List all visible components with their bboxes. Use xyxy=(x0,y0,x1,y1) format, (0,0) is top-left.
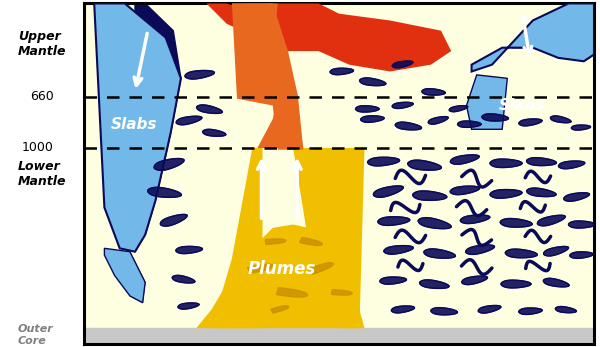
Polygon shape xyxy=(185,70,214,79)
Polygon shape xyxy=(467,75,508,129)
Polygon shape xyxy=(380,277,406,284)
Polygon shape xyxy=(384,246,413,254)
Polygon shape xyxy=(300,238,322,245)
Polygon shape xyxy=(544,278,569,287)
Polygon shape xyxy=(361,116,384,122)
Polygon shape xyxy=(544,246,569,256)
Text: Slabs: Slabs xyxy=(499,98,545,113)
Polygon shape xyxy=(527,158,556,166)
Polygon shape xyxy=(428,117,448,124)
Polygon shape xyxy=(227,3,278,95)
Polygon shape xyxy=(359,78,386,86)
Polygon shape xyxy=(392,61,413,68)
Polygon shape xyxy=(519,119,542,126)
Polygon shape xyxy=(212,148,263,328)
Polygon shape xyxy=(130,252,145,303)
Polygon shape xyxy=(265,239,286,244)
Polygon shape xyxy=(271,306,289,313)
Polygon shape xyxy=(460,215,490,223)
Polygon shape xyxy=(148,187,181,197)
Polygon shape xyxy=(559,161,585,169)
Polygon shape xyxy=(176,116,202,125)
Polygon shape xyxy=(490,189,522,198)
Polygon shape xyxy=(408,160,442,170)
Polygon shape xyxy=(395,122,422,130)
Text: Plumes: Plumes xyxy=(248,260,316,278)
Polygon shape xyxy=(505,249,537,258)
Polygon shape xyxy=(277,288,307,297)
Polygon shape xyxy=(176,246,202,254)
Polygon shape xyxy=(450,186,479,195)
Polygon shape xyxy=(413,191,447,200)
Polygon shape xyxy=(178,303,199,309)
Polygon shape xyxy=(556,306,577,313)
Polygon shape xyxy=(331,290,352,295)
Polygon shape xyxy=(527,188,556,197)
Polygon shape xyxy=(253,97,304,148)
Text: 660: 660 xyxy=(29,91,53,103)
Polygon shape xyxy=(451,155,479,164)
Text: 1000: 1000 xyxy=(22,142,53,154)
Polygon shape xyxy=(478,305,501,313)
Polygon shape xyxy=(232,3,304,150)
Polygon shape xyxy=(466,245,494,254)
Polygon shape xyxy=(570,252,593,259)
Polygon shape xyxy=(550,116,571,123)
Polygon shape xyxy=(501,280,531,288)
Polygon shape xyxy=(197,105,222,113)
Polygon shape xyxy=(519,308,542,314)
Polygon shape xyxy=(569,221,595,228)
Polygon shape xyxy=(462,276,487,285)
Polygon shape xyxy=(449,105,468,112)
Polygon shape xyxy=(248,264,273,273)
Text: Lower
Mantle: Lower Mantle xyxy=(18,160,66,187)
Polygon shape xyxy=(458,121,481,127)
Polygon shape xyxy=(391,306,415,313)
Polygon shape xyxy=(257,3,298,97)
Polygon shape xyxy=(512,3,594,61)
Polygon shape xyxy=(368,157,400,166)
Text: Upper
Mantle: Upper Mantle xyxy=(18,30,66,58)
Polygon shape xyxy=(160,214,187,226)
Polygon shape xyxy=(94,3,181,252)
Polygon shape xyxy=(424,249,455,258)
Polygon shape xyxy=(135,3,181,252)
Polygon shape xyxy=(564,193,589,201)
Polygon shape xyxy=(538,215,565,226)
Polygon shape xyxy=(418,218,451,229)
Polygon shape xyxy=(203,129,226,136)
Polygon shape xyxy=(293,148,365,328)
Polygon shape xyxy=(431,308,457,315)
Polygon shape xyxy=(392,102,413,109)
Polygon shape xyxy=(309,263,334,274)
Polygon shape xyxy=(330,68,353,75)
Polygon shape xyxy=(500,219,532,227)
Text: Outer
Core: Outer Core xyxy=(18,324,53,346)
Polygon shape xyxy=(154,159,184,170)
Polygon shape xyxy=(419,280,449,288)
Polygon shape xyxy=(482,114,508,121)
Bar xyxy=(84,328,594,344)
Polygon shape xyxy=(196,225,365,328)
Polygon shape xyxy=(490,159,522,168)
Polygon shape xyxy=(472,3,594,71)
Polygon shape xyxy=(422,88,445,95)
Polygon shape xyxy=(104,248,145,303)
Polygon shape xyxy=(571,125,590,130)
Polygon shape xyxy=(356,106,379,112)
Polygon shape xyxy=(206,3,451,71)
Polygon shape xyxy=(172,275,195,283)
Polygon shape xyxy=(373,186,403,197)
Polygon shape xyxy=(378,217,410,226)
Text: Slabs: Slabs xyxy=(111,117,157,132)
